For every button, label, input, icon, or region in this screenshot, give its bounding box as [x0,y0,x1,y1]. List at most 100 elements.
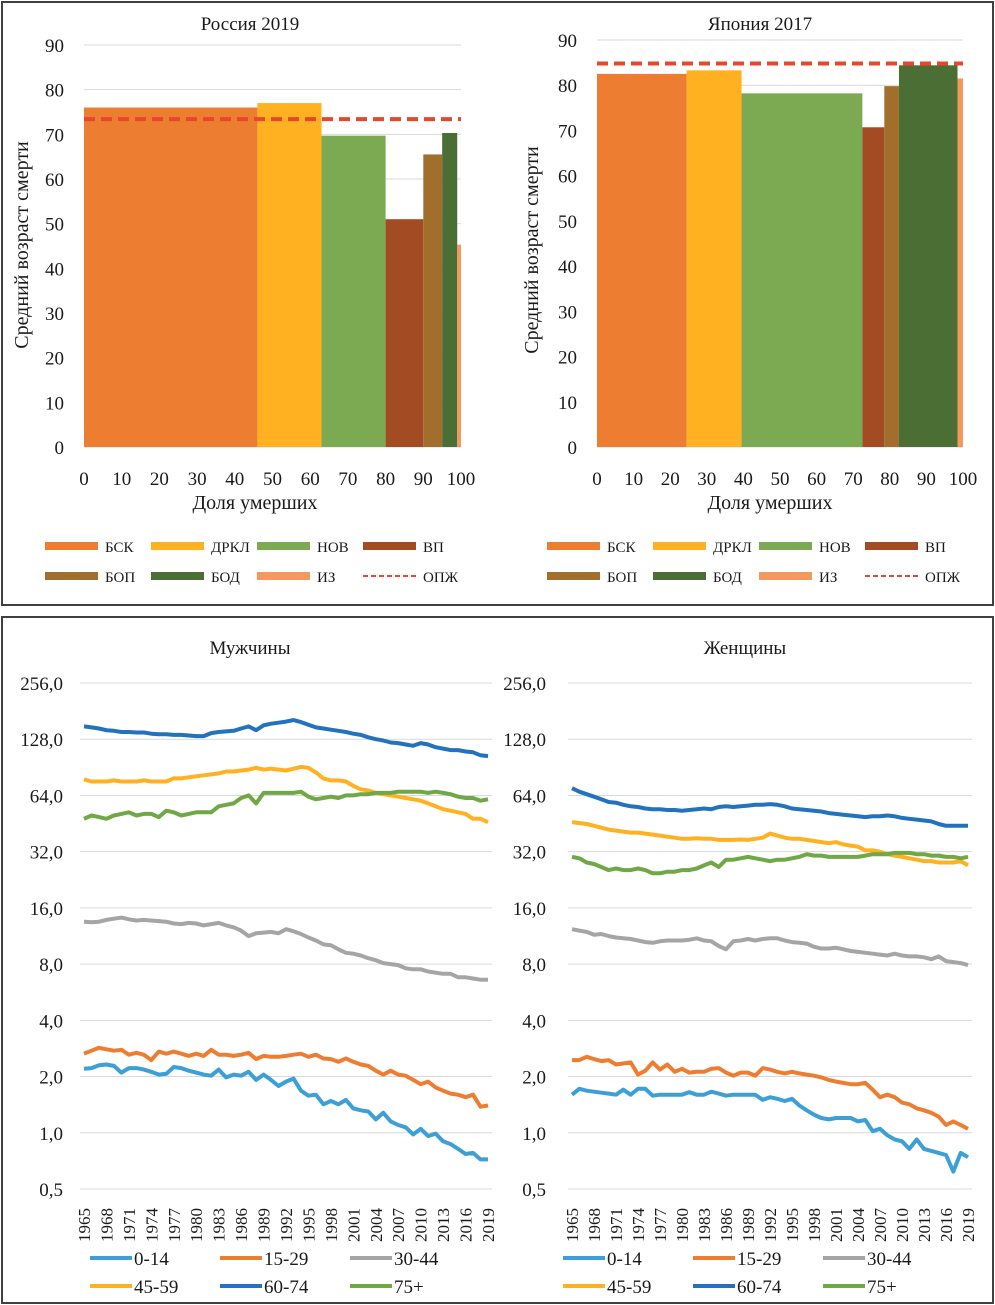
legend-label-ИЗ: ИЗ [317,570,335,586]
y-tick-label-japan: 50 [558,212,577,233]
x-tick-label-japan: 50 [771,469,790,490]
x-tick-label-men: 2016 [457,1208,476,1242]
x-tick-label-men: 2019 [479,1208,498,1242]
legend-label-ИЗ: ИЗ [819,570,837,586]
legend-label-БСК: БСК [607,540,637,556]
x-tick-label-men: 1977 [165,1208,184,1243]
x-tick-label-men: 2004 [367,1208,386,1243]
x-tick-label-men: 1980 [187,1208,206,1242]
y-tick-label-men: 256,0 [20,674,63,695]
legend-swatch-ИЗ [759,572,812,580]
y-tick-label-women: 16,0 [513,899,546,920]
series-line-15-29 [83,1045,489,1109]
legend-label-0-14: 0-14 [607,1249,642,1270]
legend-label-45-59: 45-59 [134,1277,178,1298]
chart-title-women: Женщины [704,638,787,659]
y-tick-label-russia: 50 [45,215,64,236]
series-line-15-29 [572,1054,969,1131]
x-tick-label-women: 1974 [629,1208,648,1243]
series-line-0-14 [570,1086,970,1174]
y-tick-label-japan: 80 [558,76,577,97]
x-tick-label-women: 1968 [585,1208,604,1242]
legend-label-0-14: 0-14 [134,1249,169,1270]
x-tick-label-women: 1989 [739,1208,758,1242]
legend-swatch-БОД [151,572,204,580]
legend-label-ОПЖ: ОПЖ [423,570,459,586]
y-tick-label-men: 128,0 [20,730,63,751]
bar-ВП [862,127,885,447]
y-tick-label-men: 4,0 [39,1011,63,1032]
x-tick-label-women: 1980 [673,1208,692,1242]
legend-label-НОВ: НОВ [819,540,851,556]
x-tick-label-japan: 80 [880,469,899,490]
y-tick-label-russia: 90 [45,36,64,57]
x-tick-label-japan: 20 [661,469,680,490]
x-tick-label-men: 1974 [142,1208,161,1243]
x-tick-label-russia: 80 [376,469,395,490]
legend-label-60-74: 60-74 [264,1277,309,1298]
y-axis-label-japan: Средний возраст смерти [521,146,543,354]
chart-title-russia: Россия 2019 [201,14,300,35]
legend-swatch-БОП [45,572,98,580]
legend-label-15-29: 15-29 [737,1249,781,1270]
bar-БОД [898,65,958,447]
y-tick-label-men: 2,0 [39,1068,63,1089]
legend-swatch-НОВ [759,542,812,550]
x-tick-label-japan: 10 [624,469,643,490]
x-tick-label-men: 1995 [299,1208,318,1242]
x-tick-label-men: 1992 [277,1208,296,1242]
x-tick-label-russia: 30 [188,469,207,490]
x-tick-label-men: 1989 [255,1208,274,1242]
series-line-45-59 [83,764,489,825]
x-tick-label-men: 2001 [344,1208,363,1242]
x-tick-label-women: 2007 [871,1208,890,1243]
x-tick-label-russia: 70 [338,469,357,490]
series-line-0-14 [83,1062,488,1162]
series-line-60-74 [83,718,489,759]
legend-label-БСК: БСК [105,540,135,556]
x-tick-label-women: 1983 [695,1208,714,1242]
bar-БОД [442,132,458,447]
legend-label-ОПЖ: ОПЖ [925,570,961,586]
y-tick-label-japan: 40 [558,257,577,278]
x-tick-label-japan: 30 [697,469,716,490]
y-tick-label-russia: 40 [45,259,64,280]
series-line-30-44 [571,927,969,968]
y-tick-label-men: 64,0 [30,786,63,807]
legend-swatch-БСК [547,542,600,550]
x-tick-label-men: 1986 [232,1208,251,1242]
legend-label-15-29: 15-29 [264,1249,308,1270]
y-tick-label-women: 256,0 [503,674,546,695]
x-tick-label-women: 2016 [937,1208,956,1242]
legend-label-БОП: БОП [607,570,637,586]
x-tick-label-men: 1968 [97,1208,116,1242]
legend-swatch-ИЗ [257,572,310,580]
y-tick-label-russia: 30 [45,304,64,325]
x-tick-label-russia: 10 [112,469,131,490]
legend-swatch-БСК [45,542,98,550]
x-tick-label-japan: 100 [949,469,978,490]
y-tick-label-women: 4,0 [522,1011,546,1032]
legend-label-БОД: БОД [713,570,742,586]
legend-label-ВП: ВП [925,540,946,556]
x-tick-label-women: 1986 [717,1208,736,1242]
bar-ДРКЛ [257,103,322,448]
legend-swatch-ВП [865,542,918,550]
legend-swatch-БОП [547,572,600,580]
x-tick-label-men: 2010 [412,1208,431,1242]
y-tick-label-japan: 90 [558,31,577,52]
legend-swatch-ДРКЛ [653,542,706,550]
x-tick-label-russia: 40 [225,469,244,490]
y-tick-label-women: 64,0 [513,786,546,807]
x-tick-label-men: 1983 [210,1208,229,1242]
x-tick-label-women: 2004 [849,1208,868,1243]
y-tick-label-men: 1,0 [39,1124,63,1145]
legend-label-ДРКЛ: ДРКЛ [713,540,752,556]
chart-title-japan: Япония 2017 [708,14,812,35]
legend-label-60-74: 60-74 [737,1277,782,1298]
x-tick-label-women: 2013 [915,1208,934,1242]
x-tick-label-japan: 0 [592,469,602,490]
x-tick-label-women: 1992 [761,1208,780,1242]
x-tick-label-women: 1977 [651,1208,670,1243]
